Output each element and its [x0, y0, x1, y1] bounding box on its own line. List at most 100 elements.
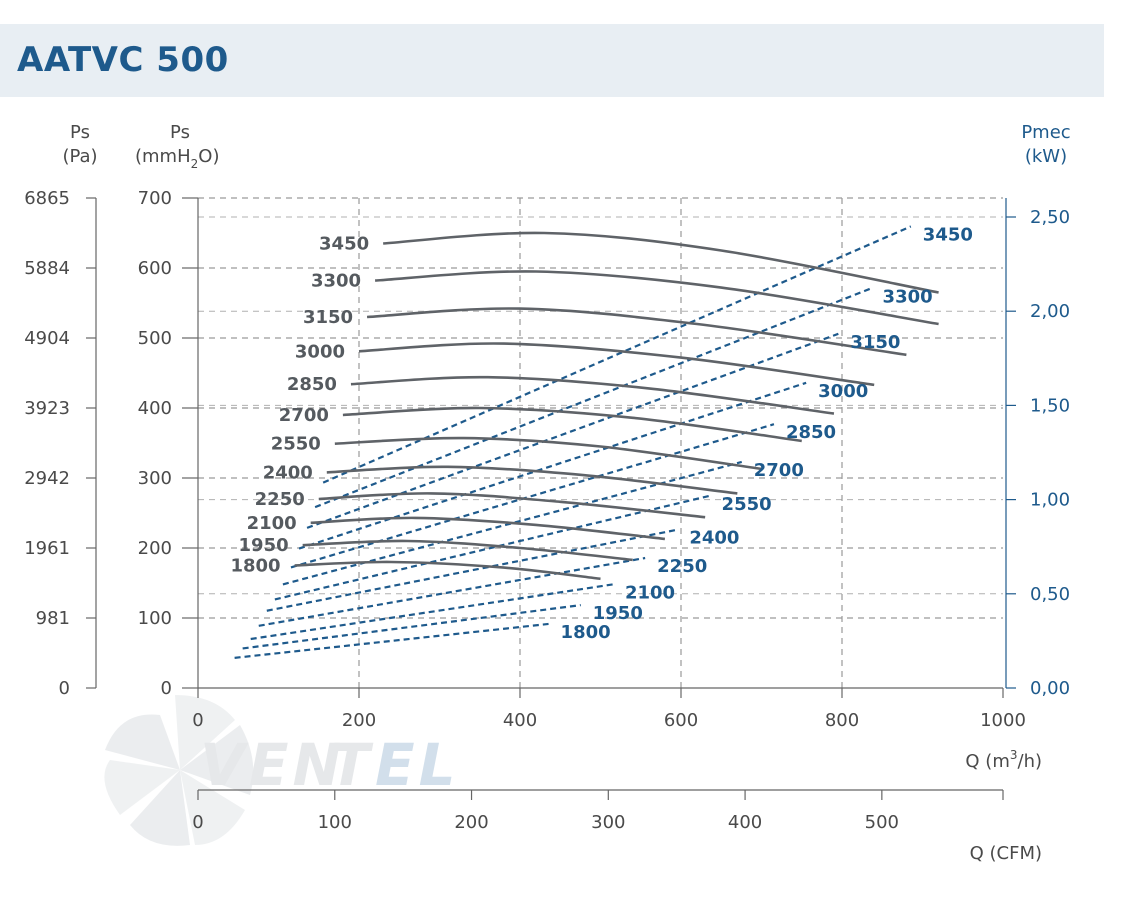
- power-curve-2400: [266, 528, 678, 612]
- pressure-label-3450: 3450: [319, 234, 369, 255]
- cfm-tick-label: 300: [591, 812, 625, 833]
- power-curve-3000: [298, 381, 807, 550]
- power-label-3300: 3300: [883, 287, 933, 308]
- pressure-label-2550: 2550: [271, 434, 321, 455]
- mm-tick-label: 400: [138, 398, 172, 419]
- m3h-tick-label: 600: [664, 710, 698, 731]
- pa-tick-label: 1961: [24, 538, 70, 559]
- pressure-curve-1950: [302, 539, 633, 562]
- mm-tick-label: 300: [138, 468, 172, 489]
- pa-tick-label: 3923: [24, 398, 70, 419]
- pressure-label-2250: 2250: [255, 489, 305, 510]
- kw-axis-title-1: Pmec: [1021, 122, 1070, 143]
- pressure-curve-3450: [383, 231, 939, 294]
- power-label-2850: 2850: [786, 422, 836, 443]
- power-curve-1950: [242, 604, 581, 650]
- kw-tick-label: 1,50: [1030, 395, 1070, 416]
- cfm-axis-title: Q (CFM): [970, 843, 1042, 864]
- cfm-tick-label: 100: [318, 812, 352, 833]
- power-label-2100: 2100: [625, 582, 675, 603]
- mm-tick-label: 200: [138, 538, 172, 559]
- pa-tick-label: 5884: [24, 258, 70, 279]
- axes: 6865 5884 4904 3923 2942 1961 981 0 700 600 500 400…: [24, 188, 1070, 833]
- power-curve-3450: [322, 225, 912, 484]
- pressure-label-2100: 2100: [247, 513, 297, 534]
- pressure-label-3150: 3150: [303, 307, 353, 328]
- power-label-1950: 1950: [593, 603, 643, 624]
- ventel-logo: VEN T EL: [104, 695, 460, 846]
- kw-tick-label: 0,00: [1030, 678, 1070, 699]
- kw-tick-label: 1,00: [1030, 490, 1070, 511]
- pressure-curve-2100: [310, 516, 666, 541]
- m3h-tick-label: 0: [192, 710, 203, 731]
- cfm-tick-label: 500: [865, 812, 899, 833]
- curve-labels: 3450 3300 3150 3000 2850 2700 2550 2400 2250 2100…: [230, 224, 972, 643]
- mm-tick-label: 600: [138, 258, 172, 279]
- kw-axis-title-2: (kW): [1025, 146, 1067, 167]
- pressure-label-2850: 2850: [287, 374, 337, 395]
- power-label-3150: 3150: [850, 332, 900, 353]
- pa-tick-label: 4904: [24, 328, 70, 349]
- pa-tick-label: 6865: [24, 188, 70, 209]
- svg-text:VEN: VEN: [200, 731, 345, 799]
- pressure-curve-1800: [294, 560, 601, 581]
- pressure-curve-2700: [342, 406, 802, 443]
- pressure-curves: [294, 231, 939, 581]
- pressure-label-1950: 1950: [239, 535, 289, 556]
- mm-axis-title-1: Ps: [170, 122, 190, 143]
- power-label-3000: 3000: [818, 381, 868, 402]
- pressure-curve-3000: [358, 342, 875, 387]
- m3h-tick-label: 800: [825, 710, 859, 731]
- power-curve-2250: [258, 556, 646, 627]
- power-label-2550: 2550: [722, 494, 772, 515]
- power-label-2250: 2250: [657, 556, 707, 577]
- svg-text:EL: EL: [375, 731, 460, 799]
- cfm-tick-label: 400: [728, 812, 762, 833]
- cfm-tick-label: 0: [192, 812, 203, 833]
- power-curve-2550: [274, 494, 710, 601]
- pressure-curve-3300: [375, 270, 939, 326]
- m3h-tick-label: 400: [503, 710, 537, 731]
- pa-tick-label: 0: [59, 678, 70, 699]
- m3h-tick-label: 1000: [980, 710, 1026, 731]
- mm-tick-label: 700: [138, 188, 172, 209]
- kw-tick-label: 0,50: [1030, 584, 1070, 605]
- pressure-label-3000: 3000: [295, 341, 345, 362]
- pressure-curve-3150: [366, 307, 907, 357]
- pressure-curve-2400: [326, 465, 738, 495]
- power-label-2700: 2700: [754, 460, 804, 481]
- power-curve-1800: [234, 622, 549, 659]
- svg-text:T: T: [330, 731, 374, 799]
- mm-tick-label: 500: [138, 328, 172, 349]
- pa-axis-title-2: (Pa): [62, 146, 97, 167]
- power-curve-2100: [250, 583, 614, 641]
- mm-tick-label: 100: [138, 608, 172, 629]
- pressure-curve-2550: [334, 436, 762, 471]
- title-bar: [0, 24, 1104, 97]
- power-label-3450: 3450: [923, 224, 973, 245]
- pa-axis-title-1: Ps: [70, 122, 90, 143]
- mm-axis-title-2: (mmH2O): [135, 146, 219, 171]
- power-curves: [234, 225, 912, 659]
- kw-tick-label: 2,00: [1030, 301, 1070, 322]
- pa-tick-label: 981: [36, 608, 70, 629]
- m3h-axis-title: Q (m3/h): [965, 748, 1042, 772]
- power-label-1800: 1800: [561, 622, 611, 643]
- power-curve-2700: [282, 460, 743, 586]
- cfm-tick-label: 200: [454, 812, 488, 833]
- power-curve-2850: [290, 423, 775, 569]
- power-label-2400: 2400: [689, 528, 739, 549]
- pressure-label-1800: 1800: [230, 556, 280, 577]
- pressure-curve-2250: [318, 492, 706, 519]
- mm-tick-label: 0: [161, 678, 172, 699]
- kw-tick-label: 2,50: [1030, 207, 1070, 228]
- pressure-label-3300: 3300: [311, 271, 361, 292]
- m3h-tick-label: 200: [342, 710, 376, 731]
- pa-tick-label: 2942: [24, 468, 70, 489]
- pressure-label-2400: 2400: [263, 462, 313, 483]
- chart-title: AATVC 500: [17, 40, 229, 80]
- fan-icon: [104, 695, 254, 846]
- pressure-curve-2850: [350, 375, 835, 415]
- pressure-label-2700: 2700: [279, 405, 329, 426]
